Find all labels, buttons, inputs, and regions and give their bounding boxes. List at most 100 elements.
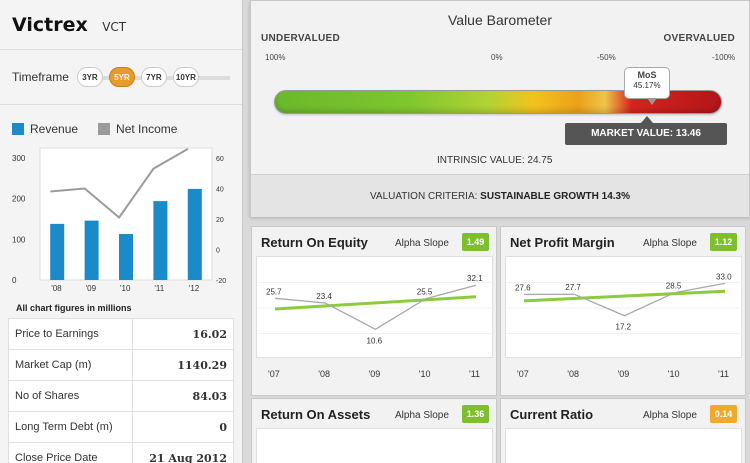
valuation-criteria-label: VALUATION CRITERIA: [369,191,478,202]
ratios-table: Price to Earnings 16.02 Market Cap (m) 1140… [8,318,235,463]
intrinsic-value-label: INTRINSIC VALUE: [437,155,525,166]
x-axis-label: '09 [617,369,630,379]
trend-line [523,289,726,303]
revenue-chart-svg: 0 100 200 300 -20 0 20 40 60 '08 '09 '10 '11 '12 [12,147,226,293]
x-axis-label: '07 [517,369,529,379]
ratio-label: Market Cap (m) [8,349,133,381]
panel-current-ratio[interactable]: Current Ratio Alpha Slope 0.14 [500,398,746,463]
panel-title: Net Profit Margin [510,235,615,250]
x-axis-label: '07 [268,369,280,379]
category-label: '09 [86,284,97,293]
left-tick-label: 100 [12,235,26,244]
x-axis-label: '11 [718,369,730,379]
alpha-slope-label: Alpha Slope [643,410,697,421]
revenue-bar [84,220,99,280]
legend-revenue[interactable]: Revenue [12,122,78,136]
ratio-value: 0 [131,411,235,443]
ratio-value: 16.02 [131,318,235,350]
alpha-slope-label: Alpha Slope [395,410,449,421]
company-header: Victrex VCT [0,0,242,50]
market-value: 13.46 [675,128,701,139]
ratio-row: Market Cap (m) 1140.29 [8,349,235,381]
right-tick-label: 60 [216,156,224,163]
barometer-title: Value Barometer [447,12,552,28]
category-label: '08 [51,284,62,293]
ratio-row: Close Price Date 21 Aug 2012 [8,442,235,463]
company-name: Victrex [12,14,88,36]
revenue-chart: 0 100 200 300 -20 0 20 40 60 '08 '09 '10 '11 '12 [0,140,243,310]
mos-marker[interactable]: MoS 45.17% [624,67,670,99]
mos-pointer [647,98,657,105]
legend-net-income-label: Net Income [116,122,178,136]
ratio-value: 84.03 [131,380,235,412]
data-label: 25.5 [417,288,433,297]
metric-line [274,284,477,331]
timeframe-option-7yr[interactable]: 7YR [140,67,167,87]
net-income-swatch [98,123,111,135]
category-label: '12 [189,284,200,293]
roe-plot: 25.7 23.4 10.6 25.5 32.1 [256,256,494,358]
category-label: '11 [154,284,164,293]
data-label: 32.1 [467,274,483,283]
x-axis-label: '11 [469,369,481,379]
valuation-criteria-value: SUSTAINABLE GROWTH 14.3% [480,191,631,202]
data-label: 17.2 [616,323,632,332]
ratio-label: No of Shares [8,380,133,412]
trend-line [274,295,477,311]
revenue-bar [153,201,168,280]
scale-minus-100: -100% [712,53,736,62]
timeframe-option-5yr[interactable]: 5YR [108,67,135,87]
revenue-bar [187,188,202,280]
intrinsic-value-number: 24.75 [527,155,553,166]
data-label: 23.4 [316,292,332,301]
timeframe-option-3yr[interactable]: 3YR [76,67,103,87]
market-value-label: MARKET VALUE: [591,128,674,139]
ratio-value: 1140.29 [131,349,235,381]
chart-footnote: All chart figures in millions [16,303,132,313]
metric-line [523,282,726,317]
timeframe-selector: Timeframe 3YR 5YR 7YR 10YR [0,50,242,105]
ratio-label: Close Price Date [8,442,133,463]
valuation-criteria: VALUATION CRITERIA: SUSTAINABLE GROWTH 1… [251,174,749,217]
ratio-row: No of Shares 84.03 [8,380,235,412]
panel-net-profit-margin[interactable]: Net Profit Margin Alpha Slope 1.12 27.6 2… [500,226,746,396]
legend-revenue-label: Revenue [30,122,79,136]
revenue-bar [119,234,133,280]
right-tick-label: 40 [216,187,224,194]
company-sidebar: Victrex VCT Timeframe 3YR 5YR 7YR 10YR R… [0,0,243,463]
x-axis-label: '09 [368,369,381,379]
data-label: 28.5 [666,282,682,291]
ratio-value: 21 Aug 2012 [131,442,235,463]
undervalued-label: UNDERVALUED [261,33,341,44]
x-axis-label: '08 [318,369,330,379]
scale-minus-50: -50% [597,53,616,62]
legend-net-income[interactable]: Net Income [98,122,177,136]
mos-label: MoS [637,70,657,80]
roe-chart-svg: 25.7 23.4 10.6 25.5 32.1 [257,274,494,345]
market-value-tag: MARKET VALUE: 13.46 [565,116,727,145]
right-tick-label: -20 [216,278,226,285]
panel-return-on-equity[interactable]: Return On Equity Alpha Slope 1.49 25.7 23… [251,226,497,396]
intrinsic-value: INTRINSIC VALUE: 24.75 [437,155,552,166]
timeframe-label: Timeframe [12,70,69,84]
revenue-swatch [12,123,24,135]
mos-value: 45.17% [633,81,661,91]
roa-plot [256,428,493,463]
data-label: 25.7 [266,287,282,296]
panel-return-on-assets[interactable]: Return On Assets Alpha Slope 1.36 [251,398,497,463]
alpha-slope-badge: 0.14 [710,405,737,423]
alpha-slope-badge: 1.36 [462,405,489,423]
panel-title: Return On Assets [261,407,371,422]
timeframe-option-10yr[interactable]: 10YR [172,67,199,87]
data-label: 10.6 [367,336,383,345]
left-tick-label: 200 [12,195,26,204]
data-label: 27.7 [565,283,581,292]
category-label: '10 [120,284,131,293]
scale-0: 0% [491,53,503,62]
chart-legend: Revenue Net Income [0,105,242,136]
ratio-row: Price to Earnings 16.02 [8,318,235,350]
npm-chart-svg: 27.6 27.7 17.2 28.5 33.0 [506,272,743,334]
net-income-line [50,147,189,219]
left-tick-label: 300 [12,154,26,163]
ratio-row: Long Term Debt (m) 0 [8,411,235,443]
